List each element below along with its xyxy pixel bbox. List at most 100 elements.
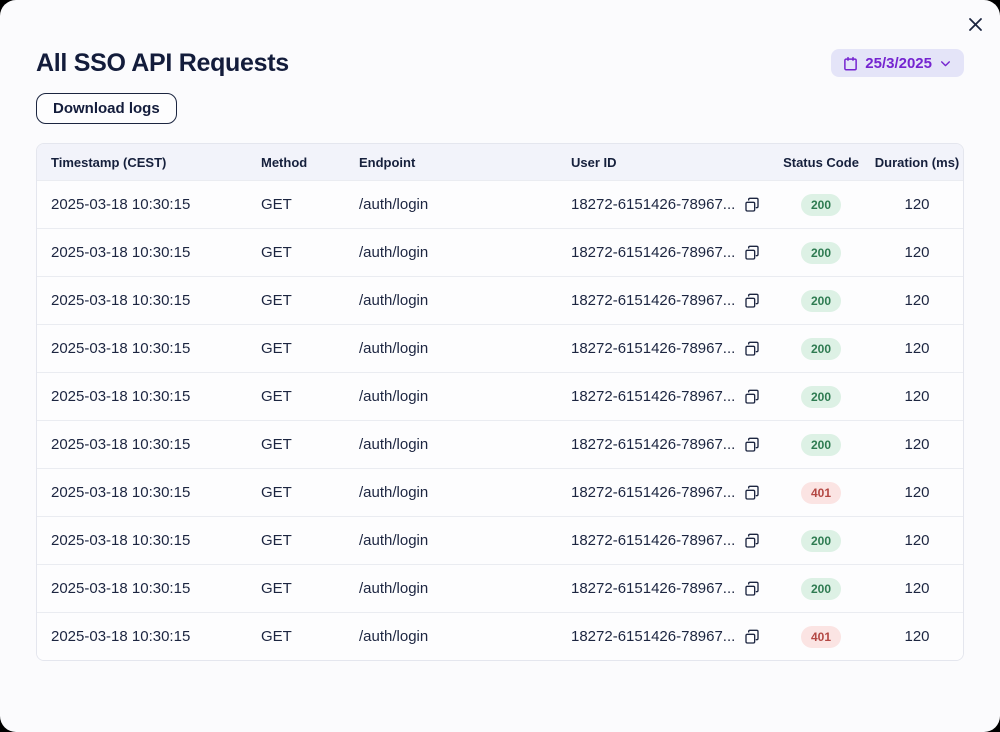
table-row: 2025-03-18 10:30:15 GET /auth/login 1827… [37,612,963,660]
user-id-cell: 18272-6151426-78967... [571,516,771,565]
status-cell: 401 [771,468,871,517]
timestamp-cell: 2025-03-18 10:30:15 [37,372,261,421]
status-cell: 401 [771,612,871,660]
close-button[interactable] [962,11,988,37]
table-row: 2025-03-18 10:30:15 GET /auth/login 1827… [37,180,963,229]
duration-cell: 120 [871,468,963,517]
copy-icon [744,245,760,261]
user-id-value: 18272-6151426-78967... [571,532,736,549]
duration-cell: 120 [871,228,963,277]
duration-cell: 120 [871,420,963,469]
copy-icon [744,581,760,597]
table-row: 2025-03-18 10:30:15 GET /auth/login 1827… [37,276,963,325]
user-id-cell: 18272-6151426-78967... [571,468,771,517]
copy-user-id-button[interactable] [744,245,760,261]
timestamp-cell: 2025-03-18 10:30:15 [37,612,261,660]
requests-table-container: Timestamp (CEST) Method Endpoint User ID… [36,143,964,661]
column-header-status-code: Status Code [771,144,871,181]
status-cell: 200 [771,228,871,277]
timestamp-cell: 2025-03-18 10:30:15 [37,420,261,469]
copy-user-id-button[interactable] [744,581,760,597]
user-id-cell: 18272-6151426-78967... [571,420,771,469]
duration-cell: 120 [871,276,963,325]
copy-icon [744,437,760,453]
user-id-cell: 18272-6151426-78967... [571,276,771,325]
copy-user-id-button[interactable] [744,485,760,501]
method-cell: GET [261,612,359,660]
duration-cell: 120 [871,516,963,565]
status-badge: 200 [800,337,842,360]
method-cell: GET [261,372,359,421]
method-cell: GET [261,564,359,613]
user-id-value: 18272-6151426-78967... [571,340,736,357]
endpoint-cell: /auth/login [359,228,571,277]
copy-user-id-button[interactable] [744,197,760,213]
modal-content: All SSO API Requests 25/3/2025 Down [0,48,1000,661]
status-badge: 200 [800,241,842,264]
duration-cell: 120 [871,324,963,373]
user-id-cell: 18272-6151426-78967... [571,180,771,229]
method-cell: GET [261,324,359,373]
copy-icon [744,341,760,357]
user-id-value: 18272-6151426-78967... [571,628,736,645]
timestamp-cell: 2025-03-18 10:30:15 [37,276,261,325]
table-row: 2025-03-18 10:30:15 GET /auth/login 1827… [37,228,963,277]
endpoint-cell: /auth/login [359,324,571,373]
copy-user-id-button[interactable] [744,341,760,357]
requests-table: Timestamp (CEST) Method Endpoint User ID… [37,144,963,660]
endpoint-cell: /auth/login [359,180,571,229]
column-header-endpoint: Endpoint [359,144,571,181]
status-badge: 200 [800,529,842,552]
column-header-duration: Duration (ms) [871,144,963,181]
status-cell: 200 [771,420,871,469]
status-cell: 200 [771,324,871,373]
status-badge: 200 [800,193,842,216]
status-badge: 200 [800,577,842,600]
timestamp-cell: 2025-03-18 10:30:15 [37,468,261,517]
table-row: 2025-03-18 10:30:15 GET /auth/login 1827… [37,372,963,421]
method-cell: GET [261,516,359,565]
timestamp-cell: 2025-03-18 10:30:15 [37,564,261,613]
copy-user-id-button[interactable] [744,389,760,405]
table-body: 2025-03-18 10:30:15 GET /auth/login 1827… [37,180,963,660]
method-cell: GET [261,420,359,469]
endpoint-cell: /auth/login [359,420,571,469]
status-badge: 200 [800,433,842,456]
user-id-cell: 18272-6151426-78967... [571,612,771,660]
status-cell: 200 [771,276,871,325]
timestamp-cell: 2025-03-18 10:30:15 [37,324,261,373]
endpoint-cell: /auth/login [359,612,571,660]
user-id-value: 18272-6151426-78967... [571,484,736,501]
download-logs-button[interactable]: Download logs [36,93,177,124]
method-cell: GET [261,228,359,277]
user-id-value: 18272-6151426-78967... [571,196,736,213]
page-title: All SSO API Requests [36,49,289,77]
endpoint-cell: /auth/login [359,564,571,613]
copy-icon [744,533,760,549]
user-id-cell: 18272-6151426-78967... [571,372,771,421]
user-id-cell: 18272-6151426-78967... [571,228,771,277]
method-cell: GET [261,468,359,517]
status-badge: 200 [800,385,842,408]
method-cell: GET [261,276,359,325]
table-row: 2025-03-18 10:30:15 GET /auth/login 1827… [37,516,963,565]
copy-user-id-button[interactable] [744,533,760,549]
method-cell: GET [261,180,359,229]
duration-cell: 120 [871,372,963,421]
date-picker-value: 25/3/2025 [865,54,932,72]
status-cell: 200 [771,372,871,421]
copy-user-id-button[interactable] [744,293,760,309]
user-id-value: 18272-6151426-78967... [571,388,736,405]
timestamp-cell: 2025-03-18 10:30:15 [37,516,261,565]
copy-user-id-button[interactable] [744,629,760,645]
endpoint-cell: /auth/login [359,468,571,517]
table-row: 2025-03-18 10:30:15 GET /auth/login 1827… [37,324,963,373]
column-header-method: Method [261,144,359,181]
status-cell: 200 [771,180,871,229]
status-badge: 401 [800,481,842,504]
duration-cell: 120 [871,180,963,229]
endpoint-cell: /auth/login [359,516,571,565]
date-picker-button[interactable]: 25/3/2025 [831,49,964,77]
copy-user-id-button[interactable] [744,437,760,453]
